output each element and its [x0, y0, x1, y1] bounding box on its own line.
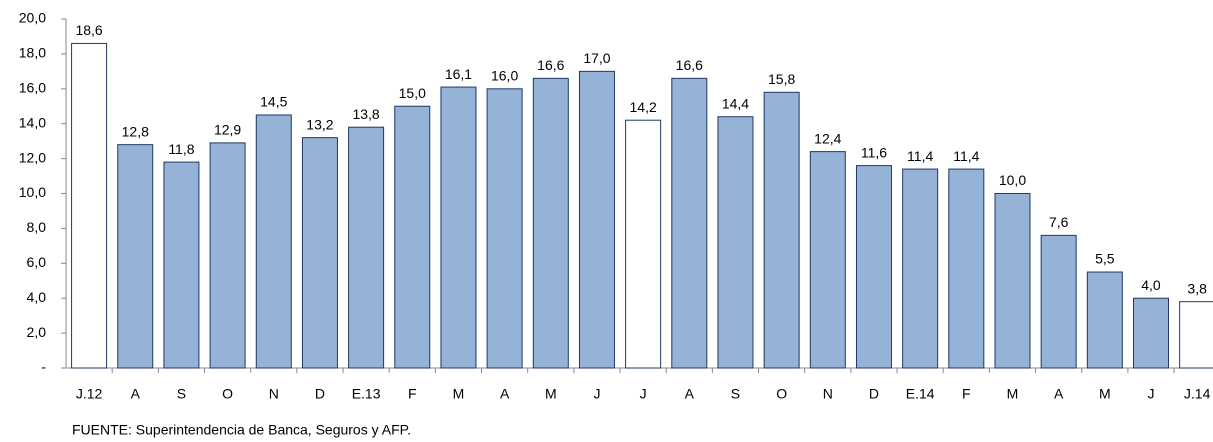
value-label: 14,4: [722, 95, 749, 111]
value-label: 14,2: [630, 99, 657, 115]
value-label: 4,0: [1141, 277, 1161, 293]
x-tick-label: F: [408, 386, 417, 402]
x-tick-label: F: [962, 386, 971, 402]
value-label: 11,4: [953, 148, 979, 164]
x-tick-label: A: [500, 386, 510, 402]
x-tick-label: J: [640, 386, 647, 402]
y-tick-label: 8,0: [27, 219, 47, 235]
x-tick-label: O: [776, 386, 787, 402]
x-tick-label: E.13: [352, 386, 381, 402]
value-label: 3,8: [1187, 280, 1207, 296]
y-tick-label: 14,0: [19, 114, 46, 130]
bar: [532, 77, 569, 369]
x-tick-label: J.14: [1184, 386, 1211, 402]
y-tick-label: 6,0: [27, 254, 47, 270]
value-label: 11,4: [907, 148, 933, 164]
value-label: 14,5: [260, 94, 287, 110]
x-tick-label: A: [131, 386, 141, 402]
bar: [348, 126, 385, 369]
x-tick-label: N: [269, 386, 279, 402]
value-label: 15,8: [768, 71, 795, 87]
bar: [486, 88, 523, 369]
value-label: 12,9: [214, 122, 241, 138]
x-tick-label: J.12: [76, 386, 103, 402]
bar: [1040, 234, 1077, 369]
value-label: 16,0: [491, 68, 518, 84]
x-tick-label: D: [869, 386, 879, 402]
x-tick-label: J: [593, 386, 600, 402]
value-label: 7,6: [1049, 214, 1069, 230]
value-label: 10,0: [999, 172, 1026, 188]
y-tick-label: 12,0: [19, 149, 46, 165]
bar: [117, 144, 154, 369]
bar: [625, 119, 662, 369]
value-label: 12,8: [122, 123, 149, 139]
bar: [1132, 297, 1169, 369]
bar: [255, 114, 292, 369]
y-tick-label: 20,0: [19, 10, 46, 26]
bar: [994, 193, 1031, 369]
x-tick-label: E.14: [906, 386, 935, 402]
y-tick-label: 4,0: [27, 289, 47, 305]
x-tick-label: M: [1007, 386, 1019, 402]
value-label: 5,5: [1095, 251, 1115, 267]
x-tick-label: O: [222, 386, 233, 402]
x-tick-label: M: [545, 386, 557, 402]
source-note: FUENTE: Superintendencia de Banca, Segur…: [72, 422, 411, 438]
value-label: 13,2: [306, 116, 333, 132]
bar: [209, 142, 246, 369]
bar: [163, 161, 200, 369]
bar: [902, 168, 939, 369]
x-tick-label: D: [315, 386, 325, 402]
value-label: 13,8: [352, 106, 379, 122]
x-tick-label: A: [1054, 386, 1064, 402]
bar: [71, 42, 108, 369]
bar: [671, 77, 708, 369]
x-tick-label: J: [1147, 386, 1154, 402]
x-tick-label: M: [453, 386, 465, 402]
y-tick-label: -: [41, 359, 46, 375]
x-tick-label: M: [1099, 386, 1111, 402]
value-label: 17,0: [583, 50, 610, 66]
bar: [763, 91, 800, 369]
bar: [578, 70, 615, 369]
x-tick-label: N: [823, 386, 833, 402]
bar: [440, 86, 477, 369]
bar: [301, 137, 338, 369]
bar: [1179, 301, 1213, 369]
value-label: 11,6: [861, 144, 887, 160]
value-label: 16,6: [676, 57, 703, 73]
bar: [394, 105, 431, 369]
bar: [717, 116, 754, 369]
y-tick-label: 18,0: [19, 45, 46, 61]
x-tick-label: S: [731, 386, 740, 402]
bar: [1086, 271, 1123, 369]
value-label: 16,1: [445, 66, 472, 82]
y-tick-label: 16,0: [19, 80, 46, 96]
value-label: 12,4: [814, 130, 841, 146]
value-label: 11,8: [168, 141, 194, 157]
bar: [948, 168, 985, 369]
value-label: 15,0: [399, 85, 426, 101]
x-tick-label: S: [177, 386, 186, 402]
value-label: 16,6: [537, 57, 564, 73]
value-label: 18,6: [75, 22, 102, 38]
bar: [855, 165, 892, 369]
bar: [809, 151, 846, 369]
x-tick-label: A: [685, 386, 695, 402]
y-tick-label: 2,0: [27, 324, 47, 340]
y-tick-label: 10,0: [19, 184, 46, 200]
